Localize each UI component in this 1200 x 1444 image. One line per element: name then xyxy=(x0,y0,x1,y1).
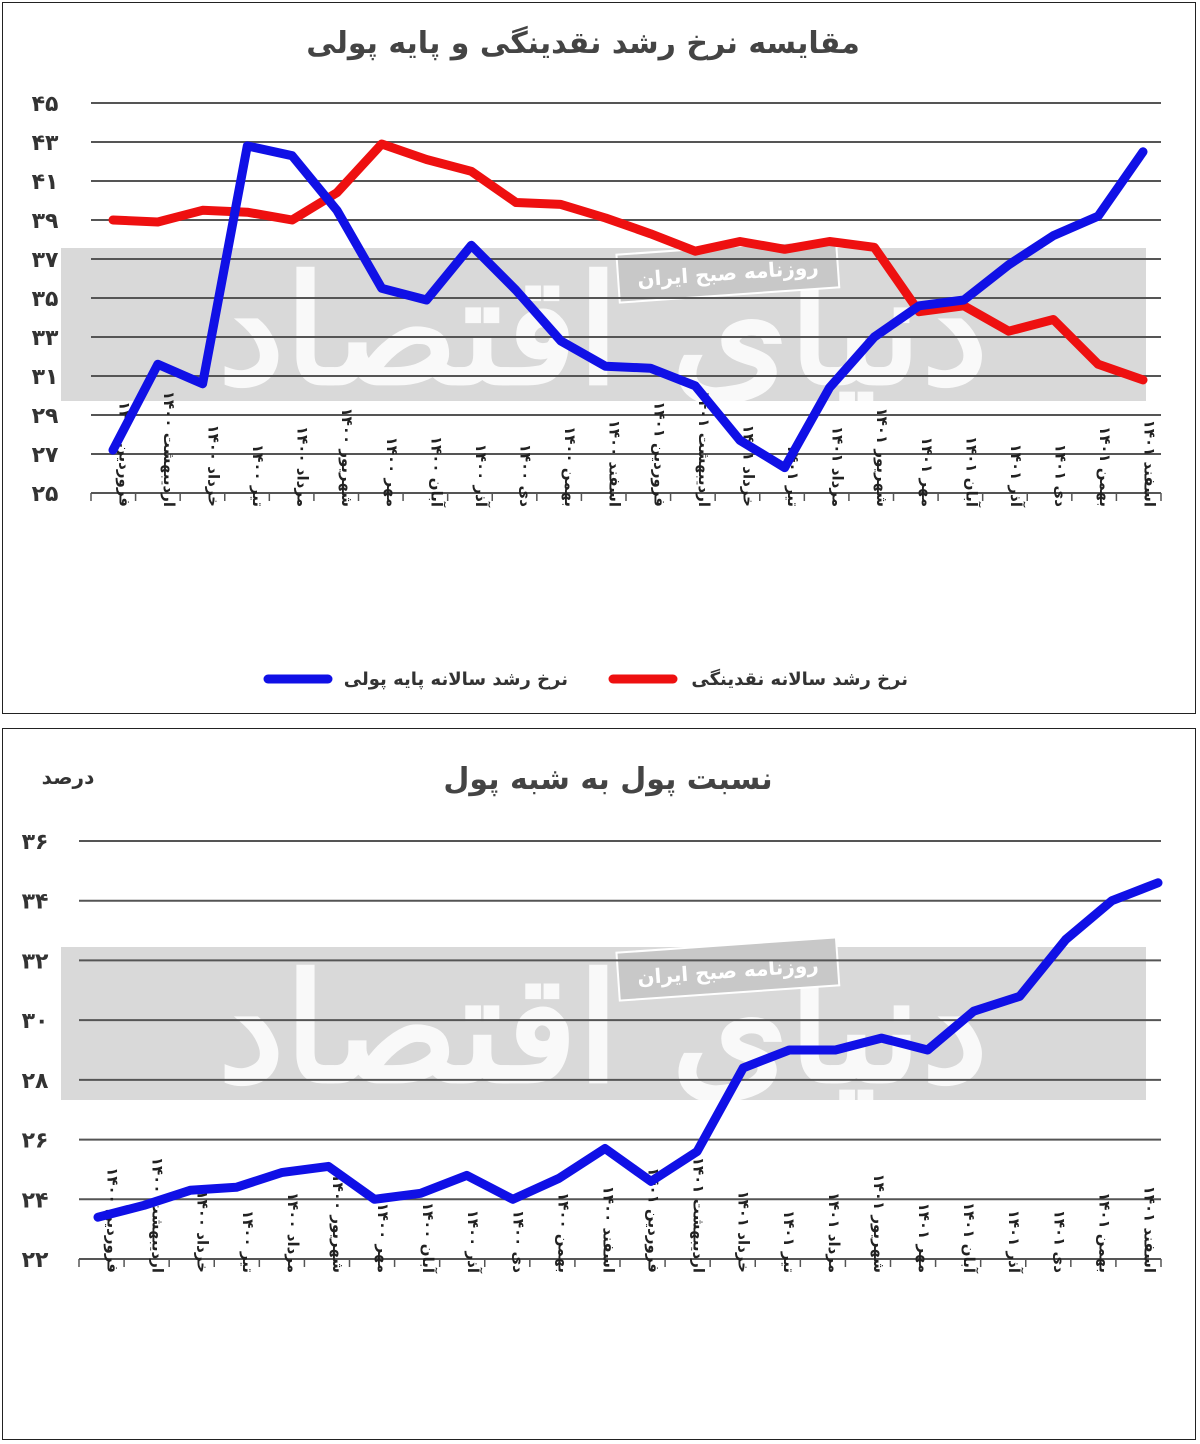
x-tick-label: مهر ۱۴۰۰ xyxy=(374,1203,392,1273)
x-tick-label: مرداد ۱۴۰۱ xyxy=(825,1192,843,1273)
x-tick-label: آبان ۱۴۰۱ xyxy=(962,436,980,508)
x-tick-label: اردیبهشت ۱۴۰۱ xyxy=(695,391,713,507)
x-tick-label: مهر ۱۴۰۱ xyxy=(915,1203,933,1273)
y-tick-label: ۳۴ xyxy=(22,890,49,915)
x-tick-label: آبان ۱۴۰۱ xyxy=(960,1202,978,1274)
x-tick-label: اسفند ۱۴۰۱ xyxy=(1141,420,1159,507)
x-tick-label: اردیبهشت ۱۴۰۱ xyxy=(690,1157,708,1273)
x-tick-label: شهریور ۱۴۰۰ xyxy=(338,407,356,507)
x-tick-label: شهریور ۱۴۰۱ xyxy=(870,1173,888,1273)
y-tick-label: ۲۶ xyxy=(22,1129,49,1154)
x-tick-label: شهریور ۱۴۰۱ xyxy=(873,407,891,507)
y-tick-label: ۳۷ xyxy=(32,248,59,273)
x-tick-label: مهر ۱۴۰۱ xyxy=(918,437,936,507)
x-tick-label: فروردین ۱۴۰۰ xyxy=(104,1167,122,1273)
x-axis: فروردین ۱۴۰۰ اردیبهشت ۱۴۰۰ خرداد ۱۴۰۰ تیر ۱… xyxy=(78,1157,1162,1274)
x-tick-label: آبان ۱۴۰۰ xyxy=(427,436,445,508)
x-tick-label: بهمن ۱۴۰۱ xyxy=(1095,1192,1113,1273)
x-tick-label: خرداد ۱۴۰۱ xyxy=(735,1190,753,1273)
unit-label: درصد xyxy=(42,765,95,789)
legend-label: نرخ رشد سالانه نقدینگی xyxy=(691,668,908,690)
gridlines xyxy=(91,102,1161,494)
x-tick-label: دی ۱۴۰۰ xyxy=(517,444,535,508)
series-line xyxy=(108,141,1148,473)
x-tick-label: آبان ۱۴۰۰ xyxy=(419,1202,437,1274)
x-tick-label: بهمن ۱۴۰۰ xyxy=(561,426,579,507)
y-tick-label: ۲۷ xyxy=(32,443,59,468)
x-tick-label: خرداد ۱۴۰۰ xyxy=(204,424,222,507)
y-tick-label: ۲۵ xyxy=(32,482,59,507)
series-line xyxy=(93,878,1163,1222)
watermark-logo: دنیای اقتصاد xyxy=(218,243,988,419)
x-tick-label: اسفند ۱۴۰۱ xyxy=(1140,1186,1158,1273)
money-ratio-chart-panel: دنیای اقتصاد روزنامه صبح ایران نسبت پول ب… xyxy=(2,728,1196,1440)
x-tick-label: دی ۱۴۰۰ xyxy=(509,1210,527,1274)
x-tick-label: تیر ۱۴۰۰ xyxy=(249,444,267,507)
series-1 xyxy=(108,139,1148,385)
x-tick-label: دی ۱۴۰۱ xyxy=(1052,444,1070,508)
y-tick-label: ۴۳ xyxy=(32,131,59,156)
legend: نرخ رشد سالانه پایه پولی نرخ رشد سالانه ن… xyxy=(263,668,908,690)
y-tick-label: ۳۵ xyxy=(32,287,59,312)
y-tick-label: ۳۲ xyxy=(22,949,49,974)
y-tick-label: ۳۳ xyxy=(32,326,59,351)
series-line xyxy=(108,139,1148,385)
y-tick-label: ۴۵ xyxy=(32,92,59,117)
x-tick-label: آذر ۱۴۰۱ xyxy=(1007,444,1025,508)
x-tick-label: مهر ۱۴۰۰ xyxy=(383,437,401,507)
y-axis: ۲۲ ۲۴ ۲۶ ۲۸ ۳۰ ۳۲ ۳۴ ۳۶ xyxy=(22,830,49,1273)
x-tick-label: مرداد ۱۴۰۰ xyxy=(284,1192,302,1273)
series-0 xyxy=(108,141,1148,473)
series-0 xyxy=(93,878,1163,1222)
x-tick-label: تیر ۱۴۰۱ xyxy=(780,1210,798,1273)
x-tick-label: فروردین ۱۴۰۱ xyxy=(650,401,668,507)
y-tick-label: ۲۴ xyxy=(22,1188,49,1213)
y-tick-label: ۲۸ xyxy=(22,1069,49,1094)
x-tick-label: خرداد ۱۴۰۰ xyxy=(194,1190,212,1273)
chart-title: مقایسه نرخ رشد نقدینگی و پایه پولی xyxy=(306,25,860,61)
x-tick-label: اردیبهشت ۱۴۰۰ xyxy=(149,1157,167,1273)
y-tick-label: ۳۰ xyxy=(22,1009,49,1034)
chart-title: نسبت پول به شبه پول xyxy=(443,762,772,797)
x-tick-label: شهریور ۱۴۰۰ xyxy=(329,1173,347,1273)
x-tick-label: بهمن ۱۴۰۰ xyxy=(554,1192,572,1273)
y-tick-label: ۲۲ xyxy=(22,1248,49,1273)
x-tick-label: دی ۱۴۰۱ xyxy=(1050,1210,1068,1274)
y-tick-label: ۳۱ xyxy=(32,365,59,390)
watermark-logo: دنیای اقتصاد xyxy=(218,941,988,1117)
y-tick-label: ۳۶ xyxy=(22,830,49,855)
money-growth-chart-panel: دنیای اقتصاد روزنامه صبح ایران مقایسه نرخ… xyxy=(2,2,1196,714)
x-tick-label: اسفند ۱۴۰۰ xyxy=(599,1186,617,1273)
x-tick-label: آذر ۱۴۰۱ xyxy=(1005,1210,1023,1274)
x-tick-label: اسفند ۱۴۰۰ xyxy=(606,420,624,507)
x-tick-label: مرداد ۱۴۰۰ xyxy=(294,426,312,507)
x-tick-label: تیر ۱۴۰۰ xyxy=(239,1210,257,1273)
x-tick-label: بهمن ۱۴۰۱ xyxy=(1096,426,1114,507)
x-tick-label: فروردین ۱۴۰۱ xyxy=(645,1167,663,1273)
x-tick-label: آذر ۱۴۰۰ xyxy=(472,444,490,508)
x-tick-label: مرداد ۱۴۰۱ xyxy=(829,426,847,507)
legend-label: نرخ رشد سالانه پایه پولی xyxy=(344,669,568,690)
y-tick-label: ۳۹ xyxy=(32,209,59,234)
x-tick-label: آذر ۱۴۰۰ xyxy=(464,1210,482,1274)
y-tick-label: ۲۹ xyxy=(32,404,59,429)
y-tick-label: ۴۱ xyxy=(32,170,59,195)
y-axis: ۲۵ ۲۷ ۲۹ ۳۱ ۳۳ ۳۵ ۳۷ ۳۹ ۴۱ ۴۳ ۴۵ xyxy=(32,92,59,507)
x-tick-label: اردیبهشت ۱۴۰۰ xyxy=(160,391,178,507)
